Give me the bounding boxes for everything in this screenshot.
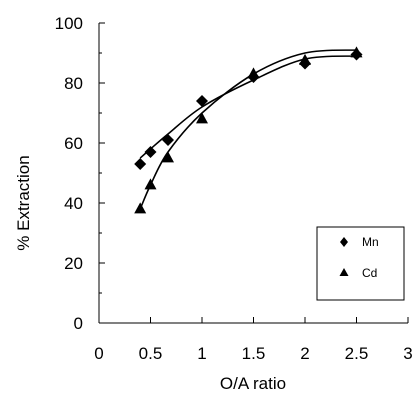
data-point-cd: [134, 202, 147, 214]
data-point-mn: [162, 134, 175, 146]
data-point-mn: [144, 146, 157, 158]
legend-box: [316, 226, 405, 301]
data-point-cd: [144, 178, 157, 190]
legend: Mn Cd: [316, 226, 405, 301]
data-point-mn: [196, 95, 208, 107]
data-point-cd: [162, 151, 175, 163]
y-tick-label: 100: [55, 14, 83, 33]
plot-area: 0 20 40 60 80 100 0 0.5 1 1.5 2 2.5 3: [55, 14, 413, 363]
x-axis-title: O/A ratio: [220, 374, 286, 393]
data-point-cd: [350, 46, 363, 58]
x-tick-label: 2.5: [345, 344, 369, 363]
legend-marker-mn-diamond-icon: [340, 237, 348, 247]
legend-label-mn: Mn: [362, 235, 379, 249]
data-point-cd: [247, 67, 260, 79]
y-tick-label: 60: [64, 134, 83, 153]
data-point-mn: [134, 158, 147, 170]
legend-label-cd: Cd: [362, 266, 377, 280]
trend-line-mn: [139, 55, 357, 159]
x-tick-label: 1: [197, 344, 206, 363]
x-tick-label: 0.5: [139, 344, 163, 363]
x-tick-label: 1.5: [242, 344, 266, 363]
legend-marker-cd-triangle-icon: [339, 268, 349, 276]
y-tick-label: 20: [64, 254, 83, 273]
y-tick-label: 0: [74, 314, 83, 333]
x-tick-label: 3: [403, 344, 412, 363]
data-point-cd: [299, 53, 311, 65]
x-tick-label: 2: [300, 344, 309, 363]
y-tick-label: 40: [64, 194, 83, 213]
y-tick-label: 80: [64, 74, 83, 93]
data-point-cd: [196, 112, 208, 124]
x-tick-label: 0: [94, 344, 103, 363]
y-axis-title: % Extraction: [14, 155, 33, 250]
